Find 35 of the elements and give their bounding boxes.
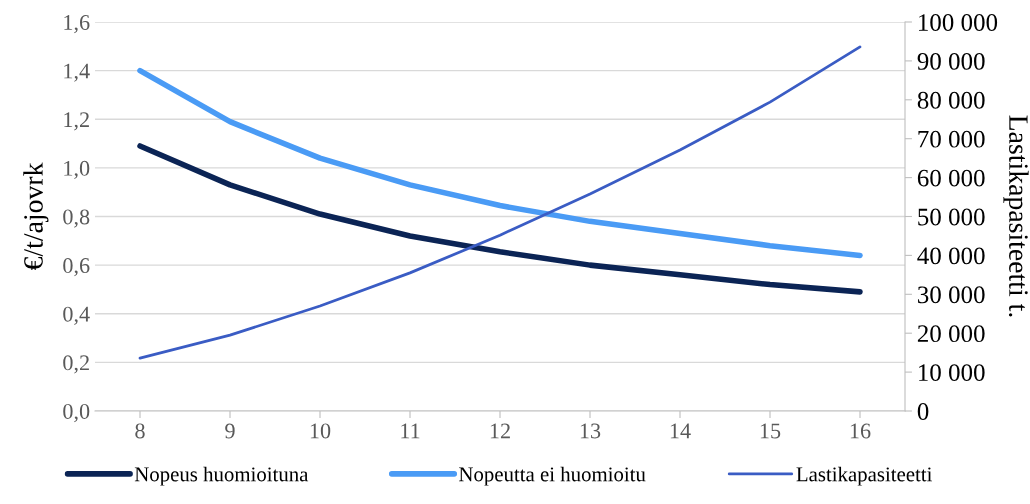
y-tick-label: 0,6 [63,258,90,277]
y-axis-title: €/t/ajovrk [23,162,49,271]
y2-axis-title: Lastikapasiteetti t. [1003,115,1029,317]
x-tick-label: 8 [135,423,145,439]
y2-tick-label: 40 000 [917,247,985,265]
x-tick-label: 14 [670,423,691,439]
line-series [138,45,862,360]
y-tick-label: 1,6 [64,14,90,34]
x-tick-label: 11 [401,423,420,439]
y2-tick-label: 50 000 [918,208,985,226]
y2-tick-label: 100 000 [919,14,998,31]
y2-tick-label: 20 000 [917,325,985,343]
y2-tick-label: 80 000 [917,91,985,109]
x-tick-label: 15 [760,423,781,439]
y2-tick-label: 70 000 [918,130,985,148]
y-tick-label: 0,4 [63,306,90,325]
y-tick-label: 0,8 [63,209,90,228]
y2-tick-label: 30 000 [918,286,985,304]
y-tick-label: 1,4 [64,63,90,82]
x-tick-label: 9 [225,423,235,439]
legend-label: Lastikapasiteetti [796,466,933,486]
y2-tick-label: 0 [917,403,929,420]
x-tick-label: 10 [310,423,331,439]
y2-tick-label: 90 000 [917,52,985,70]
x-tick-label: 12 [490,423,510,439]
y-tick-label: 1,0 [64,160,90,179]
y-tick-label: 0,0 [63,403,90,423]
y-tick-label: 0,2 [63,355,89,374]
legend-label: Nopeus huomioituna [134,466,309,486]
x-tick-label: 13 [580,423,601,439]
y2-tick-label: 10 000 [919,364,985,382]
legend-label: Nopeutta ei huomioitu [459,466,646,486]
x-tick-label: 16 [850,423,871,439]
y-tick-label: 1,2 [64,112,89,131]
y2-tick-label: 60 000 [917,169,985,187]
